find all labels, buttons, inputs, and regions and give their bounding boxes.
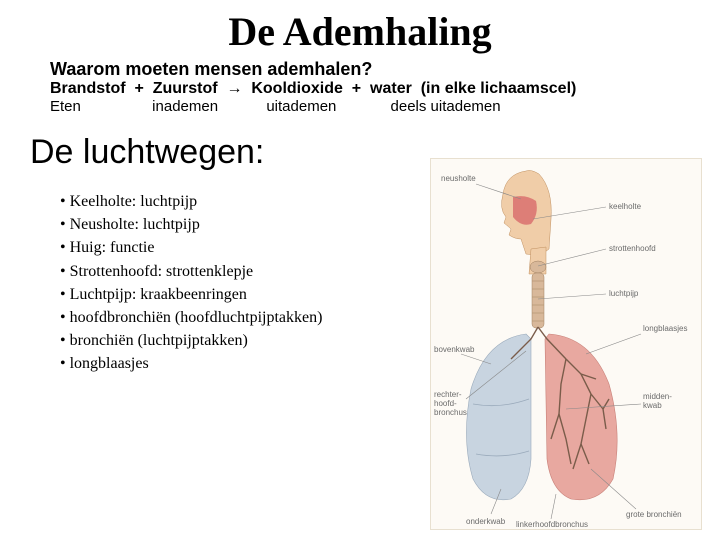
eq-water: water: [370, 80, 412, 97]
label-middenkwab: midden- kwab: [643, 392, 674, 410]
label-rechterhoofdbronchus: rechter- hoofd- bronchus: [434, 390, 467, 417]
label-luchtpijp: luchtpijp: [609, 289, 639, 298]
label-onderkwab: onderkwab: [466, 517, 506, 526]
label-keelholte: keelholte: [609, 202, 642, 211]
larynx-icon: [530, 261, 546, 273]
label-grote-bronchien: grote bronchiën: [626, 510, 682, 519]
equation-sub-row: Eten inademen uitademen deels uitademen: [50, 98, 720, 115]
label-neusholte: neusholte: [441, 174, 476, 183]
sub-inademen: inademen: [152, 98, 262, 115]
label-strottenhoofd: strottenhoofd: [609, 244, 656, 253]
sub-eten: Eten: [50, 98, 148, 115]
respiratory-diagram: neusholte keelholte strottenhoofd luchtp…: [430, 158, 702, 530]
eq-plus2: +: [352, 80, 361, 97]
label-linkerhoofdbronchus: linkerhoofdbronchus: [516, 520, 588, 529]
eq-zuurstof: Zuurstof: [153, 80, 218, 97]
equation-row: Brandstof + Zuurstof → Kooldioxide + wat…: [50, 80, 720, 98]
nasal-cavity-icon: [513, 196, 537, 225]
label-bovenkwab: bovenkwab: [434, 345, 475, 354]
sub-deels: deels uitademen: [391, 98, 501, 115]
arrow-icon: →: [226, 80, 242, 97]
eq-brandstof: Brandstof: [50, 80, 126, 97]
label-longblaasjes: longblaasjes: [643, 324, 687, 333]
question-text: Waarom moeten mensen ademhalen?: [50, 59, 720, 80]
right-lung-icon: [545, 334, 617, 500]
sub-uitademen: uitademen: [266, 98, 386, 115]
eq-note: (in elke lichaamscel): [421, 80, 577, 97]
eq-kooldioxide: Kooldioxide: [251, 80, 343, 97]
eq-plus1: +: [134, 80, 143, 97]
page-title: De Ademhaling: [0, 8, 720, 55]
